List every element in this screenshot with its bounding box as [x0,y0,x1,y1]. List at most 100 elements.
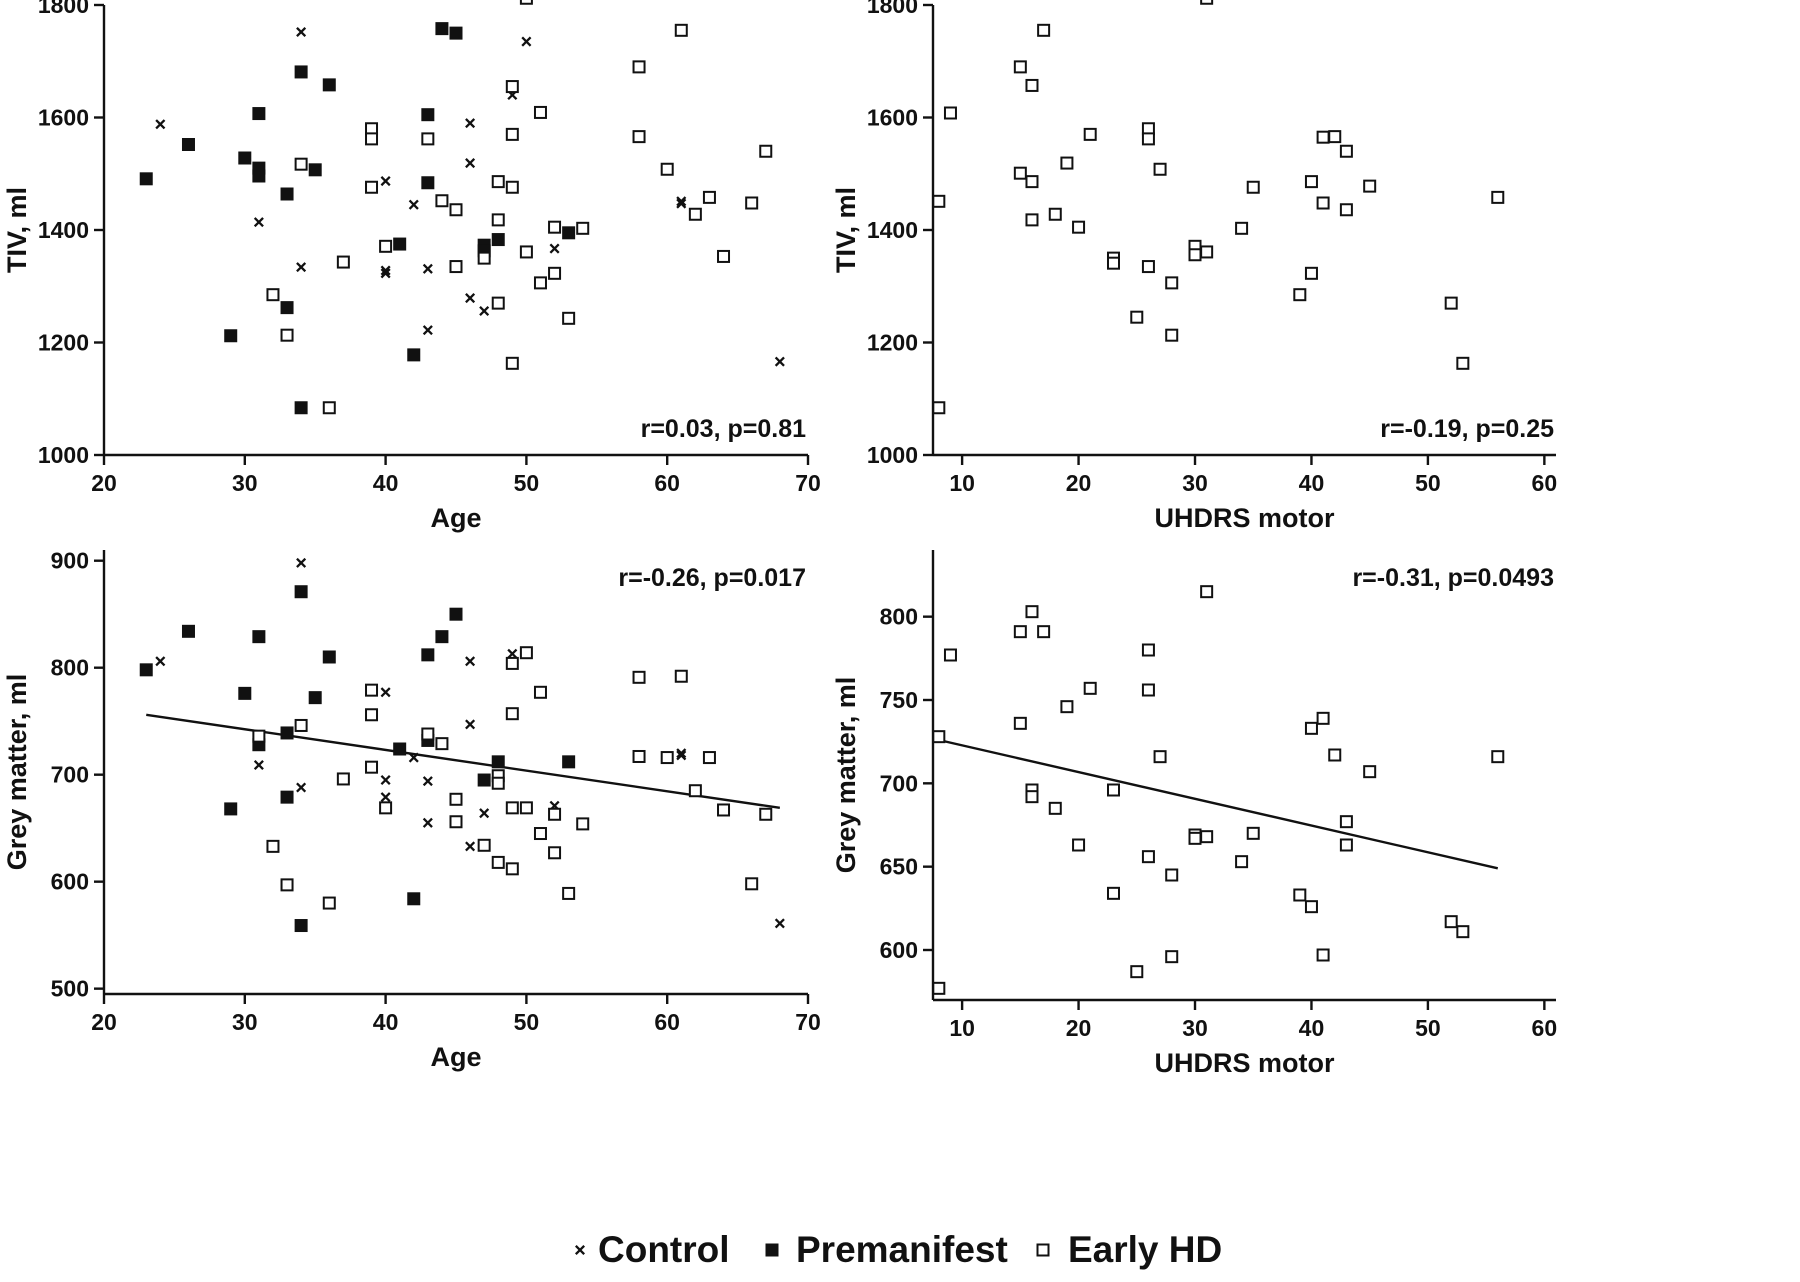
data-point-early-hd [1013,166,1027,180]
data-point-early-hd [449,815,463,829]
y-tick-label: 800 [51,655,89,681]
data-point-early-hd [1106,783,1120,797]
data-point-early-hd [1013,716,1027,730]
data-point-premanifest [294,585,308,599]
data-point-early-hd [1083,127,1097,141]
data-point-early-hd [1153,750,1167,764]
x-tick-label: 70 [795,470,821,496]
data-point-early-hd [1048,207,1062,221]
data-point-early-hd [632,749,646,763]
y-tick-label: 1600 [867,105,918,131]
data-point-control [253,760,264,771]
y-tick-label: 1800 [867,0,918,18]
data-point-early-hd [533,685,547,699]
y-tick-label: 1400 [38,217,89,243]
data-point-early-hd [365,760,379,774]
data-point-early-hd [932,194,946,208]
data-point-early-hd [322,896,336,910]
data-point-early-hd [688,207,702,221]
data-point-early-hd [1304,266,1318,280]
data-point-control [676,750,687,761]
x-tick-label: 50 [514,470,540,496]
data-point-control [676,196,687,207]
data-point-control [479,808,490,819]
data-point-early-hd [548,846,562,860]
data-point-early-hd [1013,60,1027,74]
data-point-premanifest [224,329,238,343]
data-point-early-hd [1141,260,1155,274]
data-point-early-hd [1188,831,1202,845]
y-tick-label: 600 [51,869,89,895]
data-point-premanifest [308,163,322,177]
data-point-control [774,356,785,367]
data-point-control [465,118,476,129]
y-tick-label: 1000 [38,442,89,468]
data-point-early-hd [632,670,646,684]
legend-item-early-hd: Early HD [1036,1229,1222,1270]
data-point-premanifest [322,650,336,664]
data-point-early-hd [1200,830,1214,844]
data-point-premanifest [252,169,266,183]
data-point-early-hd [519,0,533,5]
data-point-early-hd [491,213,505,227]
data-point-control [296,557,307,568]
data-point-early-hd [1293,888,1307,902]
data-point-early-hd [745,877,759,891]
data-point-early-hd [576,817,590,831]
data-point-early-hd [1339,144,1353,158]
data-point-early-hd [1491,190,1505,204]
data-point-premanifest [562,755,576,769]
data-point-early-hd [1025,790,1039,804]
x-tick-label: 60 [1532,1015,1558,1041]
data-point-early-hd [1246,826,1260,840]
data-point-premanifest [435,22,449,36]
data-point-early-hd [505,656,519,670]
data-point-premanifest [280,790,294,804]
data-point-early-hd [505,801,519,815]
data-point-control [774,918,785,929]
data-point-early-hd [932,981,946,995]
data-point-early-hd [632,60,646,74]
data-point-premanifest [308,691,322,705]
x-tick-label: 60 [654,1009,680,1035]
data-point-premanifest [238,151,252,165]
x-tick-label: 20 [91,470,117,496]
data-point-early-hd [294,718,308,732]
data-point-premanifest [294,65,308,79]
data-point-early-hd [1013,625,1027,639]
data-point-early-hd [477,251,491,265]
data-point-early-hd [1316,711,1330,725]
data-point-premanifest [421,648,435,662]
data-point-early-hd [702,751,716,765]
data-point-early-hd [674,23,688,37]
data-point-early-hd [759,807,773,821]
data-point-early-hd [1339,838,1353,852]
data-point-control [380,268,391,279]
data-point-early-hd [576,221,590,235]
data-point-control [479,305,490,317]
data-point-early-hd [1037,23,1051,37]
data-point-early-hd [932,730,946,744]
data-point-early-hd [505,180,519,194]
data-point-early-hd [943,648,957,662]
data-point-early-hd [702,190,716,204]
data-point-control [155,656,166,667]
data-point-control [465,719,476,730]
data-point-early-hd [435,737,449,751]
x-tick-label: 60 [1532,470,1558,496]
data-point-premanifest [238,686,252,700]
x-tick-label: 40 [373,470,399,496]
data-point-early-hd [379,801,393,815]
data-point-early-hd [688,784,702,798]
data-point-early-hd [519,245,533,259]
data-point-early-hd [435,194,449,208]
data-point-early-hd [1141,643,1155,657]
data-point-early-hd [1153,162,1167,176]
data-point-premanifest [181,138,195,151]
data-point-early-hd [1293,288,1307,302]
data-point-control [253,217,264,228]
data-point-early-hd [519,801,533,815]
data-point-premanifest [280,301,294,315]
series-premanifest [139,585,576,933]
panel-uhdrs-tiv: 10 20 30 40 50 60 1000 1200 1400 1600 1800 UHDRS mo… [831,0,1557,533]
